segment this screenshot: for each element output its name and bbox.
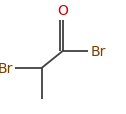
Text: Br: Br xyxy=(0,61,13,75)
Text: Br: Br xyxy=(91,44,106,58)
Text: O: O xyxy=(58,4,68,18)
